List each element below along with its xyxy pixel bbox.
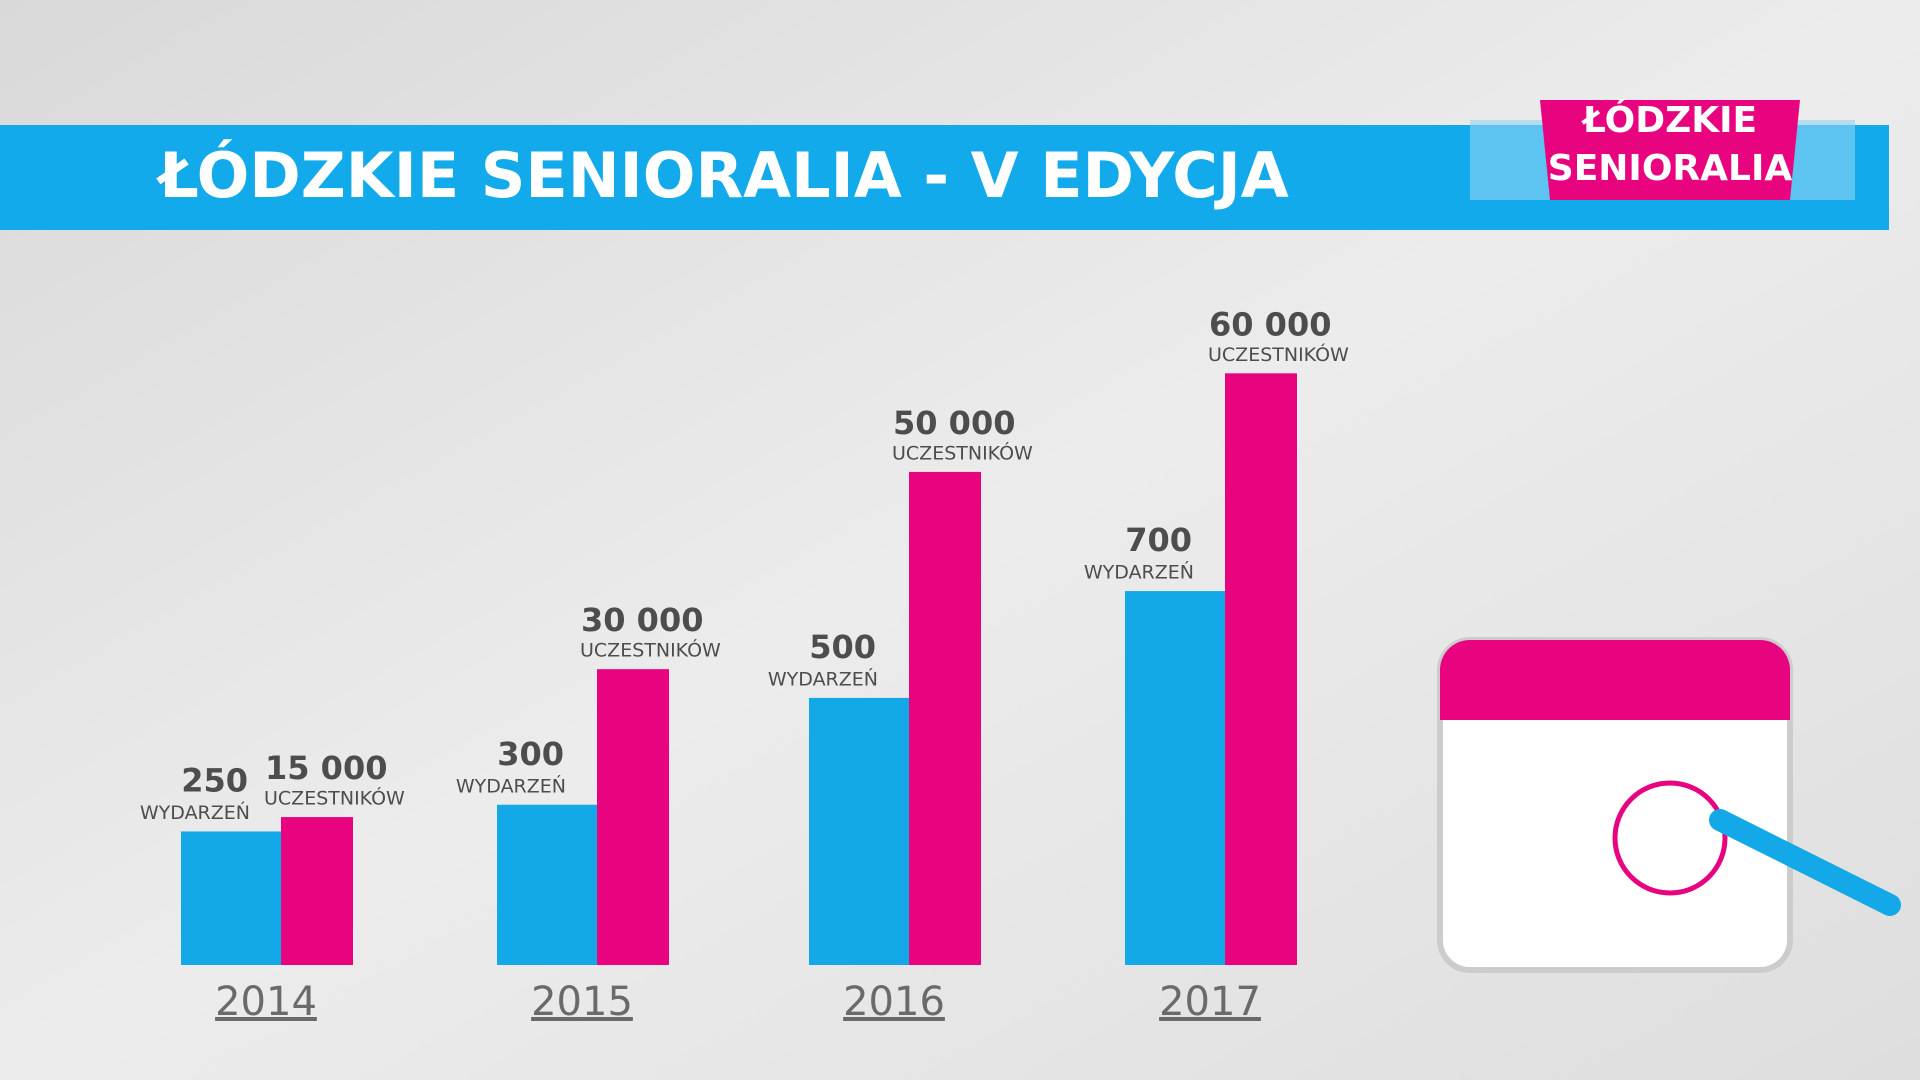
bar bbox=[281, 817, 353, 965]
data-label: 500 bbox=[809, 628, 876, 666]
bar bbox=[909, 471, 981, 965]
data-label: 50 000 bbox=[893, 404, 1015, 442]
data-label: 60 000 bbox=[1209, 305, 1331, 343]
data-label: 30 000 bbox=[581, 601, 703, 639]
bar bbox=[1225, 373, 1297, 965]
logo-text: ŁÓDZKIE bbox=[1581, 99, 1757, 141]
pen bbox=[1709, 809, 1901, 916]
data-label: 250 bbox=[181, 761, 248, 799]
data-label-unit: WYDARZEŃ bbox=[456, 774, 566, 797]
data-label-unit: UCZESTNIKÓW bbox=[892, 440, 1033, 464]
x-tick-label: 2016 bbox=[843, 979, 945, 1025]
bar bbox=[181, 831, 281, 965]
calendar-header bbox=[1440, 640, 1790, 720]
calendar-circle bbox=[1612, 780, 1728, 896]
data-label-unit: UCZESTNIKÓW bbox=[264, 786, 405, 810]
bar bbox=[809, 697, 909, 965]
logo-ribbon bbox=[1540, 100, 1800, 200]
data-label: 15 000 bbox=[265, 749, 387, 787]
calendar-icon bbox=[1437, 637, 1901, 973]
x-tick-label: 2014 bbox=[215, 979, 317, 1025]
chart-title: ŁÓDZKIE SENIORALIA - V EDYCJA bbox=[156, 139, 1289, 212]
logo: ŁÓDZKIE SENIORALIA bbox=[1470, 99, 1855, 200]
data-label-unit: WYDARZEŃ bbox=[140, 801, 250, 824]
data-label: 300 bbox=[497, 735, 564, 773]
data-label-unit: UCZESTNIKÓW bbox=[580, 638, 721, 662]
data-label-unit: UCZESTNIKÓW bbox=[1208, 342, 1349, 366]
bar bbox=[597, 669, 669, 965]
x-tick-label: 2017 bbox=[1159, 979, 1261, 1025]
data-label-unit: WYDARZEŃ bbox=[1084, 561, 1194, 584]
logo-text: SENIORALIA bbox=[1548, 148, 1793, 189]
x-tick-label: 2015 bbox=[531, 979, 633, 1025]
bar bbox=[497, 804, 597, 965]
data-label: 700 bbox=[1125, 521, 1192, 559]
bar bbox=[1125, 591, 1225, 965]
data-label-unit: WYDARZEŃ bbox=[768, 667, 878, 690]
